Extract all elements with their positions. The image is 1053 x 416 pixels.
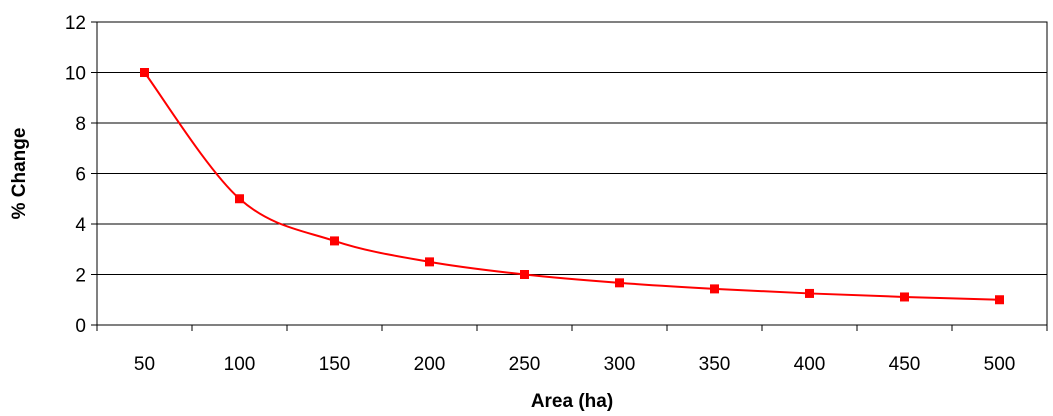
x-tick-label: 250 — [509, 354, 541, 375]
data-point-marker — [425, 257, 434, 267]
series-layer — [140, 68, 1004, 305]
x-tick-label: 500 — [984, 354, 1016, 375]
axes: 0 2 4 6 8 10 12 50 100 150 200 250 300 350 400 450 500 — [65, 13, 1048, 375]
x-tick-label: 450 — [889, 354, 921, 375]
y-tick-label: 2 — [75, 266, 86, 287]
data-point-marker — [235, 194, 244, 204]
y-tick-label: 6 — [75, 165, 86, 186]
data-point-marker — [140, 68, 149, 77]
x-tick-label: 400 — [794, 354, 826, 375]
x-tick-label: 300 — [604, 354, 636, 375]
y-tick-label: 12 — [65, 13, 86, 34]
x-tick-label: 200 — [414, 354, 446, 375]
series-line — [143, 71, 1000, 301]
x-tick-label: 150 — [319, 354, 351, 375]
data-point-marker — [900, 292, 909, 302]
x-tick-label: 50 — [134, 354, 155, 375]
y-axis-title: % Change — [9, 128, 30, 220]
x-tick-label: 350 — [699, 354, 731, 375]
data-point-marker — [520, 270, 529, 279]
data-point-marker — [330, 236, 339, 246]
data-point-marker — [995, 295, 1004, 305]
data-point-marker — [615, 278, 624, 288]
y-tick-label: 8 — [75, 114, 86, 135]
grid-lines — [97, 72, 1047, 275]
x-axis-title: Area (ha) — [531, 391, 613, 412]
y-tick-label: 10 — [65, 64, 86, 85]
y-tick-label: 0 — [75, 316, 86, 337]
x-tick-label: 100 — [224, 354, 256, 375]
data-point-marker — [805, 288, 814, 298]
y-tick-label: 4 — [75, 215, 86, 236]
data-point-marker — [710, 284, 719, 294]
